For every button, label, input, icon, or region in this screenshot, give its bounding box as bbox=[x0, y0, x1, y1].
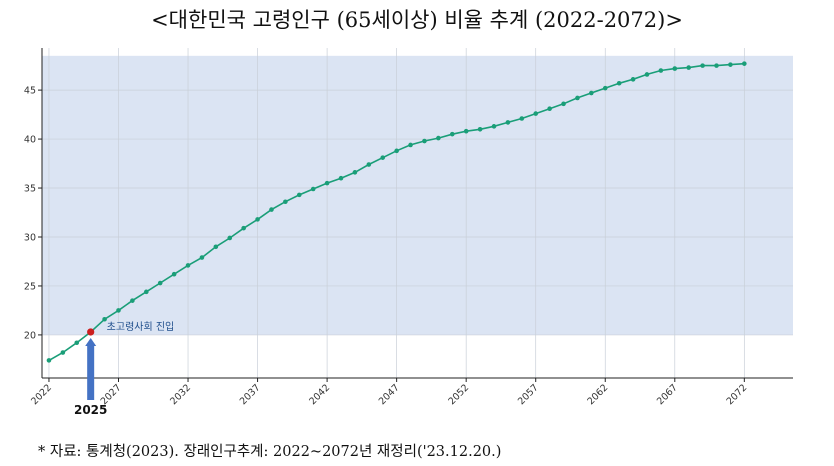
data-point bbox=[672, 66, 678, 71]
data-point bbox=[144, 289, 149, 295]
data-point bbox=[46, 358, 52, 363]
y-gridlines bbox=[42, 89, 793, 336]
data-point bbox=[255, 217, 260, 222]
data-point bbox=[422, 138, 427, 144]
y-tick-label: 35 bbox=[24, 184, 36, 195]
marker-arrow-head bbox=[85, 337, 97, 346]
x-tick-label: 2067 bbox=[655, 382, 680, 407]
data-point bbox=[547, 106, 552, 112]
data-point bbox=[533, 111, 539, 116]
x-tick-label: 2032 bbox=[168, 382, 193, 407]
data-point bbox=[394, 148, 399, 154]
data-point bbox=[310, 186, 316, 192]
x-tick-label: 2022 bbox=[29, 382, 54, 407]
data-point bbox=[519, 116, 525, 121]
x-tick-label: 2062 bbox=[585, 382, 610, 407]
data-point bbox=[449, 131, 455, 137]
data-point bbox=[185, 263, 191, 268]
highlight-point bbox=[87, 328, 95, 336]
data-point bbox=[714, 63, 719, 68]
data-point bbox=[644, 72, 650, 77]
data-point bbox=[352, 170, 358, 175]
data-point bbox=[477, 126, 483, 132]
data-point bbox=[74, 340, 80, 346]
y-tick-label: 25 bbox=[24, 281, 36, 292]
data-point bbox=[157, 280, 163, 286]
data-point bbox=[102, 316, 107, 322]
x-tick-label: 2037 bbox=[238, 382, 263, 407]
marker-year-label: 2025 bbox=[74, 403, 107, 417]
data-point bbox=[700, 63, 705, 68]
x-tick-label: 2042 bbox=[307, 382, 332, 407]
data-point bbox=[213, 244, 219, 250]
data-point bbox=[60, 350, 66, 355]
marker-arrow-shaft bbox=[87, 345, 95, 400]
y-tick-label: 20 bbox=[24, 330, 36, 341]
data-point bbox=[658, 68, 664, 73]
chart-title: <대한민국 고령인구 (65세이상) 비율 추계 (2022-2072)> bbox=[151, 8, 683, 32]
data-point bbox=[589, 90, 594, 96]
data-point bbox=[616, 80, 622, 86]
y-tick-label: 40 bbox=[24, 135, 36, 146]
data-point bbox=[366, 162, 372, 167]
data-point bbox=[338, 175, 344, 181]
data-point bbox=[602, 85, 608, 91]
data-point bbox=[561, 101, 566, 107]
highlight-band bbox=[42, 55, 793, 335]
y-ticks: 20 25 30 35 40 45 bbox=[24, 86, 42, 341]
data-point bbox=[241, 225, 246, 231]
data-point bbox=[728, 62, 733, 67]
x-tick-label: 2047 bbox=[377, 382, 402, 407]
data-point bbox=[171, 271, 177, 277]
y-tick-label: 45 bbox=[24, 86, 36, 97]
data-point bbox=[227, 235, 233, 241]
data-point bbox=[324, 180, 330, 186]
x-tick-label: 2052 bbox=[446, 382, 471, 407]
data-point bbox=[408, 142, 413, 148]
data-point bbox=[116, 308, 121, 313]
data-point bbox=[436, 135, 441, 141]
data-point bbox=[283, 199, 288, 205]
highlight-annotation: 초고령사회 진입 2025 bbox=[74, 320, 174, 417]
data-point bbox=[380, 155, 386, 160]
data-point bbox=[269, 207, 274, 212]
data-point bbox=[130, 298, 135, 303]
y-tick-label: 30 bbox=[24, 232, 36, 243]
data-point bbox=[505, 120, 511, 125]
data-point bbox=[575, 95, 580, 101]
data-point bbox=[630, 77, 636, 82]
x-ticks: 2022 2027 2032 2037 2042 2047 2052 2057 2062 2067… bbox=[29, 378, 749, 407]
data-point bbox=[463, 128, 469, 134]
data-point bbox=[199, 255, 205, 260]
annotation-label: 초고령사회 진입 bbox=[107, 320, 175, 333]
x-tick-label: 2072 bbox=[725, 382, 750, 407]
series-points bbox=[46, 61, 747, 363]
x-tick-label: 2057 bbox=[516, 382, 541, 407]
x-gridlines bbox=[48, 48, 745, 378]
data-point bbox=[686, 65, 691, 70]
data-point bbox=[296, 192, 302, 198]
source-note: * 자료: 통계청(2023). 장래인구추계: 2022~2072년 재정리(… bbox=[38, 444, 502, 460]
data-point bbox=[491, 124, 497, 129]
data-point bbox=[742, 61, 747, 66]
